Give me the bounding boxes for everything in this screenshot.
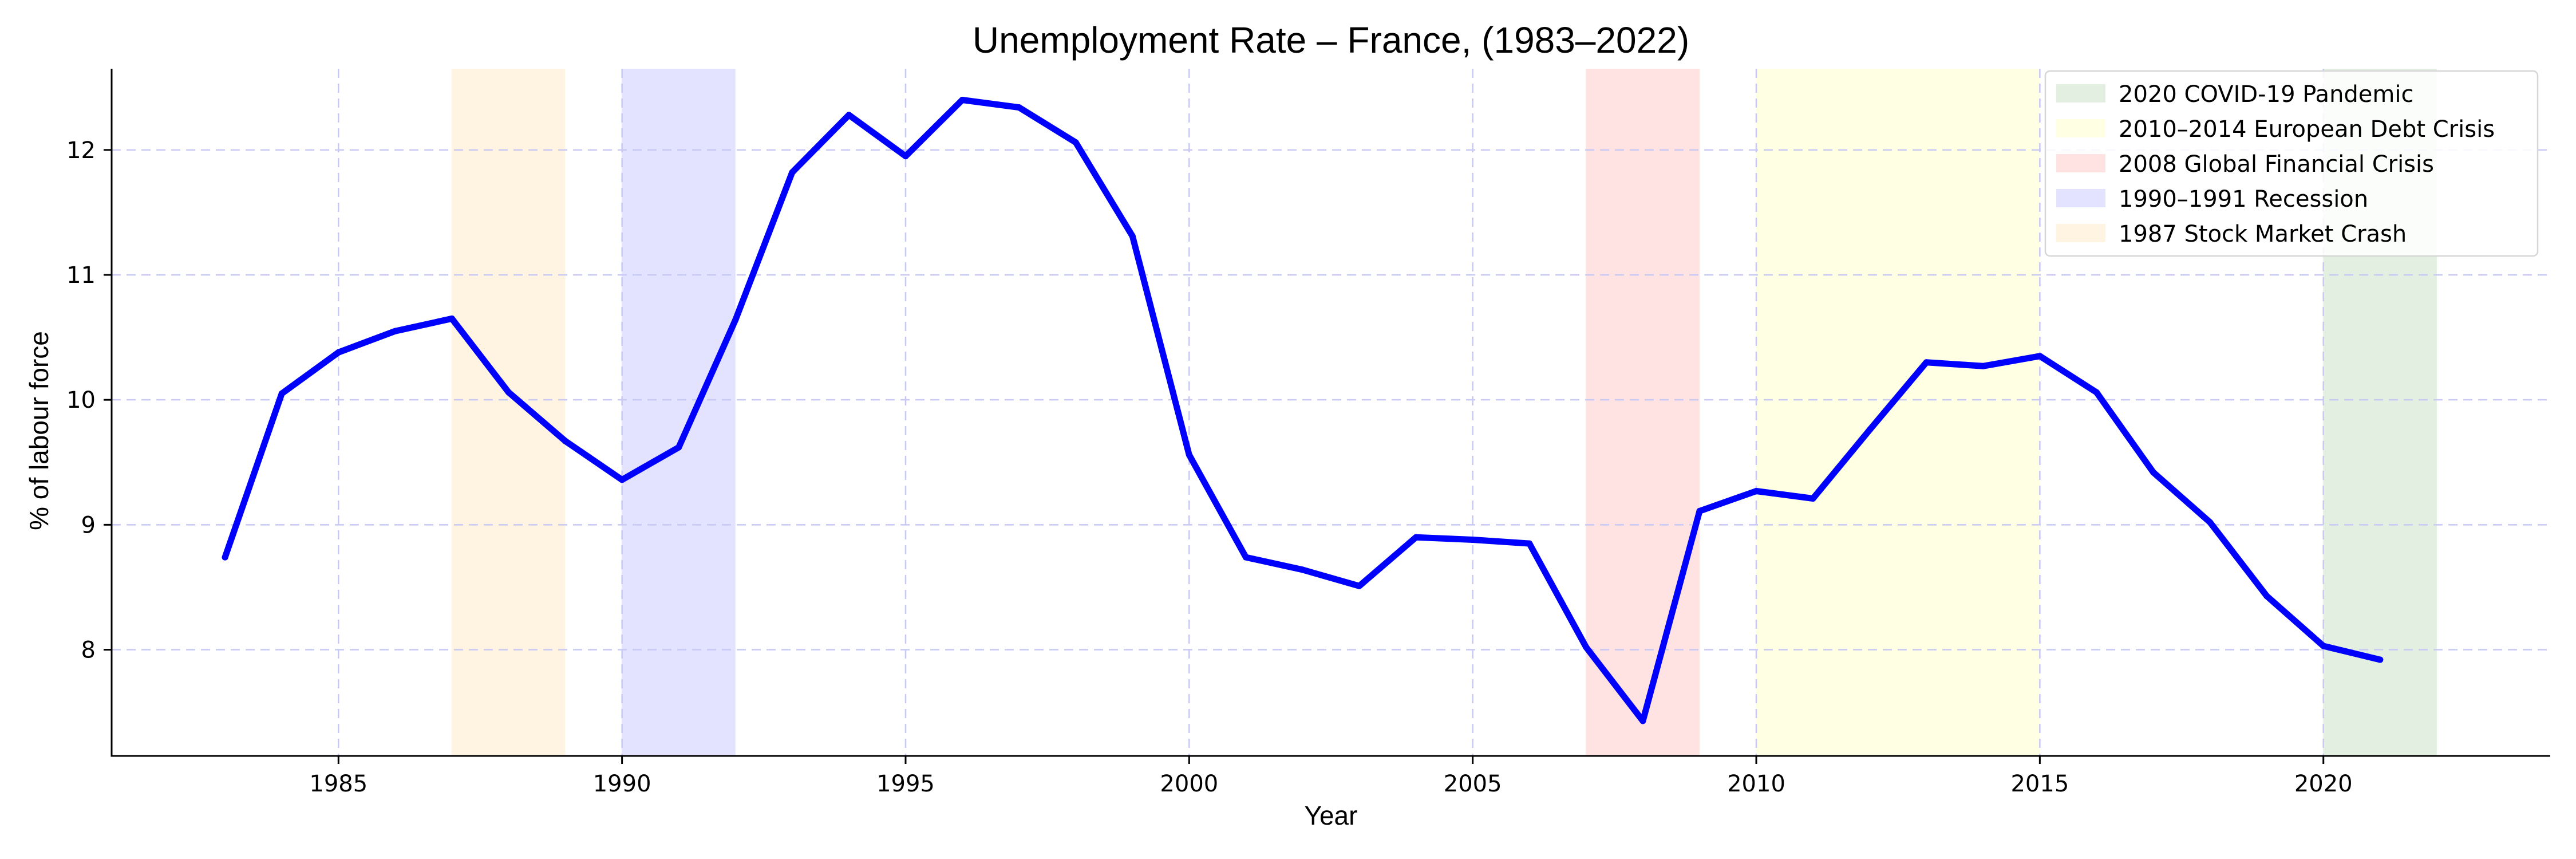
shaded-period-1: [1756, 69, 2040, 756]
data-point-2011: [1809, 495, 1816, 502]
data-point-2006: [1526, 540, 1533, 547]
data-point-2008: [1639, 718, 1646, 724]
data-point-2019: [2263, 593, 2270, 600]
data-point-2018: [2207, 519, 2214, 526]
shaded-period-3: [622, 69, 736, 756]
data-point-1986: [392, 328, 398, 334]
data-point-1984: [278, 390, 285, 397]
legend-swatch-0: [2056, 84, 2105, 103]
x-tick-label-2000: 2000: [1160, 771, 1218, 797]
data-point-1991: [675, 444, 682, 451]
x-tick-label-1990: 1990: [593, 771, 651, 797]
data-point-2004: [1413, 534, 1420, 541]
legend-label-4: 1987 Stock Market Crash: [2119, 221, 2407, 247]
x-tick-label-2005: 2005: [1444, 771, 1502, 797]
x-tick-label-2015: 2015: [2010, 771, 2069, 797]
data-point-2010: [1753, 487, 1760, 494]
x-tick-label-2010: 2010: [1727, 771, 1785, 797]
data-point-1998: [1072, 139, 1079, 146]
data-point-1993: [789, 169, 796, 176]
data-point-2002: [1299, 566, 1306, 573]
legend-label-2: 2008 Global Financial Crisis: [2119, 151, 2434, 178]
data-point-2021: [2377, 656, 2384, 663]
data-point-1996: [959, 97, 966, 104]
data-point-1995: [902, 153, 909, 160]
y-tick-label-9: 9: [81, 512, 96, 538]
data-point-2000: [1186, 451, 1192, 458]
data-point-1989: [562, 438, 569, 444]
data-point-2001: [1242, 554, 1249, 561]
x-tick-label-1985: 1985: [309, 771, 368, 797]
data-point-2005: [1469, 537, 1476, 543]
data-point-2016: [2093, 389, 2100, 396]
data-point-2014: [1980, 362, 1986, 369]
data-point-2020: [2320, 643, 2327, 649]
data-point-2009: [1696, 507, 1703, 514]
data-point-1994: [846, 112, 852, 119]
data-point-2007: [1583, 644, 1590, 651]
data-point-1997: [1016, 104, 1022, 111]
data-point-1983: [222, 554, 228, 561]
y-tick-label-10: 10: [66, 387, 96, 413]
x-axis-label: Year: [1305, 801, 1358, 830]
y-tick-label-11: 11: [66, 262, 96, 289]
legend-swatch-4: [2056, 224, 2105, 242]
data-point-2015: [2036, 353, 2043, 360]
legend-swatch-3: [2056, 189, 2105, 207]
legend-box: [2044, 70, 2539, 257]
shaded-period-4: [452, 69, 566, 756]
data-point-1990: [619, 476, 626, 483]
y-axis-label: % of labour force: [24, 331, 54, 530]
data-point-2012: [1866, 427, 1873, 434]
chart-title: Unemployment Rate – France, (1983–2022): [973, 19, 1689, 61]
data-point-2013: [1923, 359, 1930, 366]
legend-label-3: 1990–1991 Recession: [2119, 186, 2368, 212]
data-point-1999: [1129, 233, 1136, 239]
legend-label-0: 2020 COVID-19 Pandemic: [2119, 81, 2414, 108]
data-point-1988: [505, 389, 512, 396]
legend-label-1: 2010–2014 European Debt Crisis: [2119, 116, 2495, 143]
data-point-2003: [1356, 582, 1363, 589]
shaded-period-2: [1586, 69, 1700, 756]
data-point-2017: [2150, 469, 2157, 476]
y-tick-label-12: 12: [66, 137, 96, 164]
y-tick-label-8: 8: [81, 637, 96, 664]
data-point-1985: [335, 349, 342, 356]
data-point-1992: [732, 317, 739, 324]
x-tick-label-2020: 2020: [2294, 771, 2353, 797]
x-tick-label-1995: 1995: [876, 771, 935, 797]
legend-swatch-2: [2056, 154, 2105, 172]
legend-swatch-1: [2056, 119, 2105, 137]
data-point-1987: [448, 315, 455, 322]
